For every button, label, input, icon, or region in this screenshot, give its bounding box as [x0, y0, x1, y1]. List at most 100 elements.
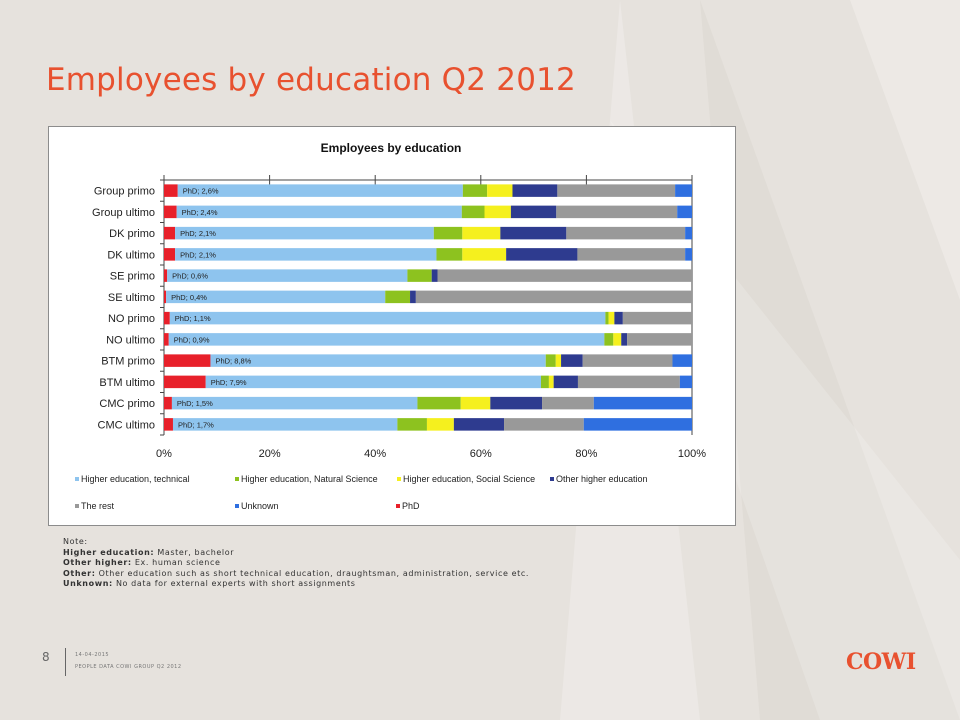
legend-label: Higher education, technical [81, 474, 190, 484]
bar-segment-phd [164, 248, 176, 261]
bar-segment-the-rest [504, 418, 584, 431]
phd-data-label: PhD; 0,6% [172, 272, 208, 281]
bar-segment-higher-education-technical [171, 396, 418, 410]
bar-segment-the-rest [415, 290, 692, 304]
legend-swatch [235, 504, 239, 508]
phd-data-label: PhD; 2,1% [180, 229, 216, 238]
phd-data-label: PhD; 2,6% [183, 187, 219, 196]
phd-data-label: PhD; 0,9% [174, 335, 210, 344]
bar-segment-unknown [677, 205, 692, 219]
bar-segment-higher-education-natural-science [462, 184, 488, 197]
page-number: 8 [42, 650, 50, 664]
x-tick-label: 0% [156, 448, 172, 460]
x-tick-label: 40% [364, 448, 386, 460]
legend-swatch [397, 477, 401, 481]
legend-swatch [75, 477, 79, 481]
bar-segment-higher-education-technical [210, 354, 546, 367]
bar-segment-the-rest [627, 333, 692, 346]
bar-segment-phd [164, 354, 211, 367]
bar-segment-higher-education-natural-science [385, 290, 411, 304]
bar-segment-higher-education-technical [205, 375, 541, 389]
bar-segment-higher-education-technical [169, 311, 606, 325]
footer-subtitle: PEOPLE DATA COWI GROUP Q2 2012 [75, 664, 182, 670]
phd-data-label: PhD; 1,1% [175, 314, 211, 323]
bar-segment-higher-education-social-science [608, 311, 615, 325]
category-label: NO primo [108, 313, 155, 325]
legend-swatch [75, 504, 79, 508]
bar-segment-higher-education-technical [166, 290, 386, 304]
bar-segment-other-higher-education [453, 418, 505, 431]
phd-data-label: PhD; 7,9% [211, 378, 247, 387]
category-label: CMC primo [99, 398, 155, 410]
chart-category-labels: Group primo Group ultimo DK primo DK ultimo… [92, 186, 155, 432]
category-label: Group primo [94, 186, 155, 198]
bar-segment-higher-education-social-science [460, 396, 491, 410]
bar-segment-other-higher-education [512, 184, 558, 197]
bar-segment-the-rest [577, 375, 680, 389]
phd-data-label: PhD; 2,4% [182, 208, 218, 217]
bar-segment-higher-education-technical [175, 248, 437, 261]
chart-bars [164, 184, 692, 431]
bar-segment-higher-education-technical [175, 226, 434, 240]
legend-label: Other higher education [556, 474, 648, 484]
legend-label: Higher education, Natural Science [241, 474, 378, 484]
bar-segment-other-higher-education [410, 290, 416, 304]
bar-segment-other-higher-education [621, 333, 628, 346]
legend-swatch [550, 477, 554, 481]
bar-segment-higher-education-technical [167, 269, 408, 282]
bar-segment-higher-education-natural-science [540, 375, 549, 389]
category-label: SE ultimo [108, 292, 155, 304]
legend-label: The rest [81, 501, 115, 511]
bar-segment-phd [164, 269, 168, 282]
bar-segment-the-rest [577, 248, 686, 261]
legend-swatch [396, 504, 400, 508]
bar-segment-phd [164, 375, 206, 389]
bar-segment-other-higher-education [510, 205, 557, 219]
bar-segment-higher-education-social-science [484, 205, 511, 219]
bar-segment-higher-education-technical [172, 418, 398, 431]
bar-segment-the-rest [542, 396, 594, 410]
bar-segment-the-rest [566, 226, 686, 240]
category-label: DK primo [109, 228, 155, 240]
bar-segment-phd [164, 418, 173, 431]
phd-data-label: PhD; 0,4% [171, 293, 207, 302]
stacked-bar-chart: Employees by education PhD; 2,6% PhD; 2,4… [75, 141, 706, 511]
bar-segment-unknown [675, 184, 692, 197]
bar-segment-the-rest [622, 311, 692, 325]
legend-label: PhD [402, 501, 420, 511]
bar-segment-other-higher-education [490, 396, 543, 410]
bar-segment-the-rest [556, 205, 678, 219]
category-label: BTM ultimo [99, 377, 155, 389]
bar-segment-higher-education-natural-science [397, 418, 427, 431]
bar-segment-the-rest [582, 354, 673, 367]
bar-segment-unknown [685, 226, 692, 240]
chart-data-labels: PhD; 2,6% PhD; 2,4% PhD; 2,1% PhD; 2,1% PhD;… [171, 187, 252, 430]
chart-panel: Employees by education PhD; 2,6% PhD; 2,4… [48, 126, 736, 526]
category-label: BTM primo [101, 356, 155, 368]
bar-segment-higher-education-social-science [426, 418, 454, 431]
bar-segment-higher-education-social-science [555, 354, 562, 367]
chart-gridlines [160, 175, 693, 436]
phd-data-label: PhD; 8,8% [215, 357, 251, 366]
chart-x-tick-labels: 0% 20% 40% 60% 80% 100% [156, 448, 706, 460]
bar-segment-other-higher-education [561, 354, 583, 367]
bar-segment-unknown [679, 375, 692, 389]
slide-title: Employees by education Q2 2012 [46, 62, 576, 98]
cowi-logo: COWI [846, 649, 916, 675]
bar-segment-higher-education-natural-science [545, 354, 556, 367]
bar-segment-phd [164, 311, 170, 325]
notes-block: Note: Higher education: Master, bachelor… [63, 537, 529, 590]
bar-segment-higher-education-natural-science [417, 396, 461, 410]
bar-segment-higher-education-social-science [487, 184, 513, 197]
bar-segment-phd [164, 290, 167, 304]
chart-title: Employees by education [321, 141, 462, 155]
phd-data-label: PhD; 2,1% [180, 250, 216, 259]
x-tick-label: 100% [678, 448, 706, 460]
bar-segment-higher-education-technical [168, 333, 605, 346]
bar-segment-other-higher-education [553, 375, 578, 389]
bar-segment-phd [164, 226, 176, 240]
footer-divider [65, 648, 66, 676]
bar-segment-higher-education-natural-science [433, 226, 463, 240]
bar-segment-higher-education-social-science [548, 375, 554, 389]
bar-segment-higher-education-social-science [462, 248, 507, 261]
